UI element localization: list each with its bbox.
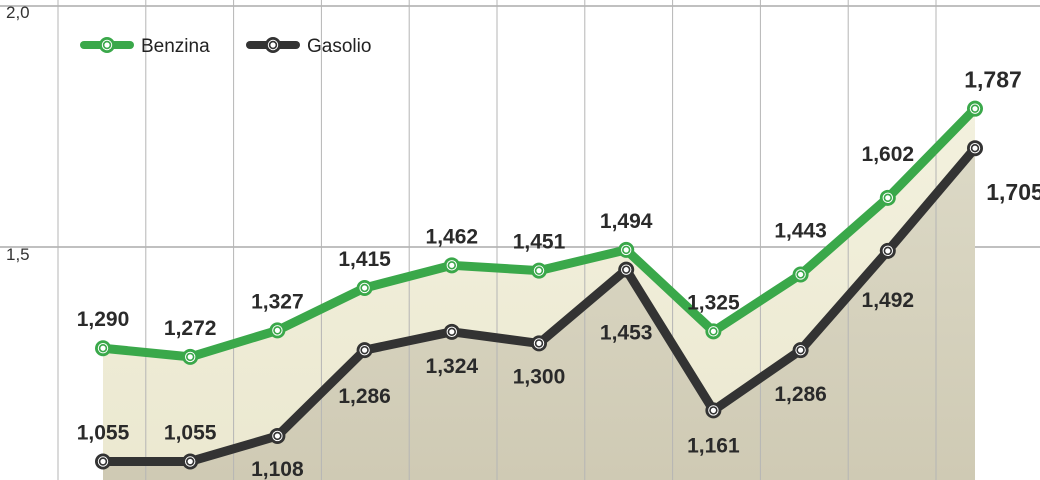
label-benzina-7: 1,325: [687, 291, 740, 314]
label-benzina-4: 1,462: [426, 225, 479, 248]
y-tick-0: 2,0: [6, 3, 30, 22]
marker-gasolio-3: [356, 342, 373, 359]
label-gasolio-7: 1,161: [687, 434, 740, 457]
legend: Benzina Gasolio: [80, 36, 371, 57]
marker-benzina-4: [443, 257, 460, 274]
legend-item-gasolio: Gasolio: [246, 36, 371, 57]
marker-gasolio-7: [705, 402, 722, 419]
label-gasolio-2: 1,108: [251, 458, 304, 480]
marker-benzina-1: [182, 348, 199, 365]
label-benzina-3: 1,415: [338, 248, 391, 271]
label-benzina-0: 1,290: [77, 308, 130, 331]
label-gasolio-1: 1,055: [164, 421, 217, 444]
marker-benzina-10: [967, 100, 983, 117]
marker-gasolio-4: [443, 323, 460, 340]
label-gasolio-0: 1,055: [77, 421, 130, 444]
y-tick-1: 1,5: [6, 245, 30, 264]
label-gasolio-10: 1,705: [986, 179, 1040, 205]
label-gasolio-6: 1,453: [600, 322, 653, 345]
marker-gasolio-9: [879, 242, 896, 259]
label-benzina-5: 1,451: [513, 231, 566, 254]
marker-gasolio-2: [269, 427, 286, 444]
label-benzina-9: 1,602: [862, 143, 915, 166]
marker-gasolio-5: [531, 335, 547, 352]
label-benzina-8: 1,443: [774, 219, 827, 242]
series-markers: [95, 100, 983, 470]
label-benzina-2: 1,327: [251, 290, 304, 313]
marker-benzina-3: [356, 279, 373, 296]
legend-marker-benzina: [99, 37, 115, 53]
vertical-gridlines: [57, 0, 937, 480]
legend-item-benzina: Benzina: [80, 36, 210, 57]
marker-benzina-5: [531, 262, 547, 279]
marker-gasolio-6: [618, 261, 635, 278]
marker-gasolio-8: [792, 342, 809, 359]
marker-gasolio-10: [967, 140, 983, 157]
label-gasolio-8: 1,286: [774, 383, 827, 406]
marker-gasolio-0: [95, 453, 111, 470]
label-benzina-10: 1,787: [964, 67, 1022, 93]
label-benzina-6: 1,494: [600, 210, 653, 233]
label-gasolio-9: 1,492: [862, 289, 915, 312]
legend-label-benzina: Benzina: [141, 36, 210, 57]
data-labels: 1,290 1,272 1,327 1,415 1,462 1,451 1,494 1,325…: [77, 67, 1040, 480]
marker-benzina-7: [705, 323, 722, 340]
label-gasolio-4: 1,324: [426, 355, 479, 378]
marker-benzina-8: [792, 266, 809, 283]
marker-benzina-9: [879, 189, 896, 206]
marker-benzina-2: [269, 322, 286, 339]
label-gasolio-3: 1,286: [338, 385, 391, 408]
legend-marker-gasolio: [265, 37, 281, 53]
label-gasolio-5: 1,300: [513, 365, 566, 388]
marker-benzina-0: [95, 340, 111, 357]
marker-benzina-6: [618, 241, 635, 258]
y-axis-ticks: 2,0 1,5: [6, 3, 30, 264]
marker-gasolio-1: [182, 453, 199, 470]
label-benzina-1: 1,272: [164, 317, 217, 340]
legend-label-gasolio: Gasolio: [307, 36, 371, 57]
